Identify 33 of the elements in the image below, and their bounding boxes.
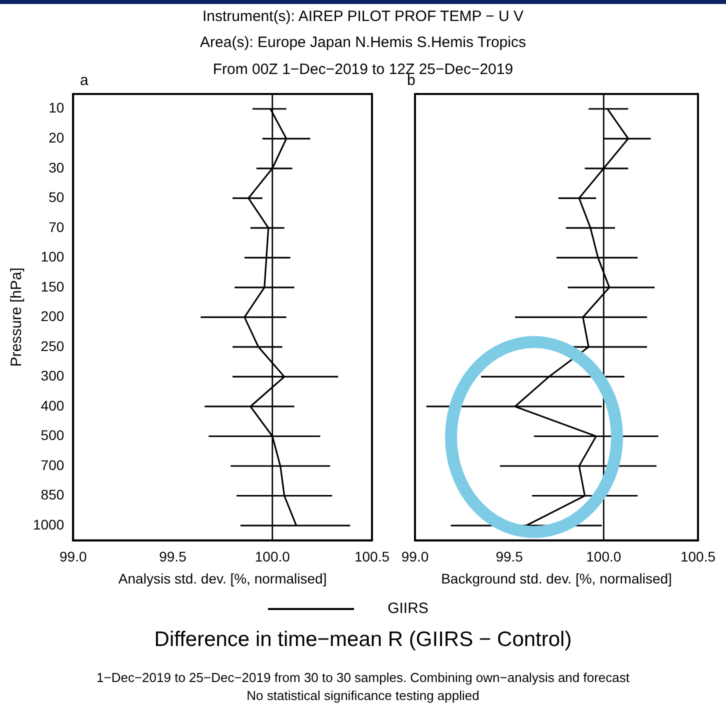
text: a xyxy=(80,72,90,89)
x-tick-label: 99.5 xyxy=(159,548,187,565)
x-tick-label: 100.5 xyxy=(354,548,390,565)
text: No statistical significance testing applied xyxy=(246,688,480,703)
y-tick-label: 100 xyxy=(40,248,64,265)
y-tick-label: 30 xyxy=(48,159,64,176)
y-tick-label: 150 xyxy=(40,278,64,294)
x-tick-label: 100.5 xyxy=(680,548,716,565)
chart-subtitle: Area(s): Europe Japan N.Hemis S.Hemis Tropics xyxy=(199,34,527,51)
x-tick-label: 100.0 xyxy=(586,548,622,565)
y-tick-label: 200 xyxy=(40,308,64,324)
y-axis-title: Pressure [hPa] xyxy=(8,268,26,367)
chart-title: Instrument(s): AIREP PILOT PROF TEMP − U V xyxy=(201,8,525,25)
x-axis-title: Background std. dev. [%, normalised] xyxy=(441,570,672,586)
x-tick-label: 99.0 xyxy=(401,548,429,565)
x-tick-label: 99.0 xyxy=(60,548,87,565)
y-tick-label: 850 xyxy=(40,486,64,503)
text: 1−Dec−2019 to 25−Dec−2019 from 30 to 30 samples. Combining own−analysis and forecast xyxy=(96,670,630,685)
y-tick-label: 70 xyxy=(48,218,64,235)
x-tick-label: 99.5 xyxy=(496,548,524,565)
y-tick-label: 500 xyxy=(40,427,64,444)
text: Difference in time−mean R (GIIRS − Control) xyxy=(153,628,573,652)
y-tick-label: 300 xyxy=(40,368,64,384)
x-axis-title: Analysis std. dev. [%, normalised] xyxy=(118,570,327,586)
y-tick-label: 50 xyxy=(48,189,64,206)
y-tick-label: 250 xyxy=(40,338,64,354)
y-tick-label: 20 xyxy=(48,130,64,146)
y-tick-label: 10 xyxy=(48,100,64,116)
y-tick-label: 700 xyxy=(40,456,64,473)
y-tick-label: 400 xyxy=(40,397,64,414)
y-tick-label: 1000 xyxy=(32,516,64,532)
x-tick-label: 100.0 xyxy=(254,548,290,565)
text: GIIRS xyxy=(388,600,428,617)
